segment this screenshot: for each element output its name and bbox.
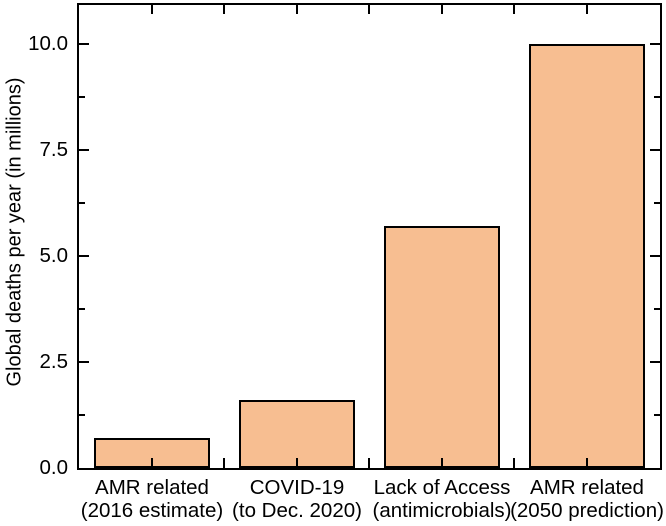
category-label-line2: (antimicrobials) [372,499,512,522]
y-minor-tick [79,202,85,205]
category-label-line1: Lack of Access [373,476,511,499]
x-bottom-tick [295,458,298,468]
y-major-tick [79,149,89,152]
x-top-tick [585,5,588,14]
y-major-tick [650,361,660,364]
y-minor-tick [654,96,660,99]
x-bottom-tick [223,458,225,468]
x-top-tick [368,5,370,14]
y-tick-label: 10.0 [28,31,68,55]
x-top-tick [440,5,443,14]
category-label-line1: COVID-19 [249,476,345,499]
y-major-tick [79,361,89,364]
y-tick-label: 2.5 [39,349,69,373]
bar [383,226,500,468]
y-minor-tick [654,202,660,205]
y-tick-label: 5.0 [39,243,69,267]
y-axis-title: Global deaths per year (in millions) [3,77,26,387]
y-tick-label: 0.0 [39,455,69,479]
category-label: AMR related (2050 prediction) [510,476,664,522]
x-top-tick [223,5,225,14]
x-top-tick [295,5,298,14]
category-label: Lack of Access (antimicrobials) [373,476,512,522]
x-bottom-tick [585,458,588,468]
y-major-tick [650,43,660,46]
x-bottom-tick [513,458,515,468]
category-label-line2: (to Dec. 2020) [232,499,362,522]
y-minor-tick [79,308,85,311]
y-minor-tick [654,308,660,311]
bar [238,400,355,468]
y-major-tick [79,255,89,258]
x-bottom-tick [368,458,370,468]
category-label: AMR related (2016 estimate) [81,476,223,522]
x-bottom-tick [150,458,153,468]
y-tick-label: 7.5 [39,137,69,161]
category-label-line1: AMR related [95,476,209,499]
category-label-line1: AMR related [530,476,644,499]
y-major-tick [79,43,89,46]
x-top-tick [150,5,153,14]
plot-area [77,3,662,470]
y-minor-tick [654,414,660,417]
y-major-tick [650,149,660,152]
category-label-line2: (2050 prediction) [510,499,664,522]
y-minor-tick [79,414,85,417]
x-top-tick [513,5,515,14]
bar [528,44,645,468]
x-bottom-tick [440,458,443,468]
y-major-tick [650,255,660,258]
y-minor-tick [79,96,85,99]
category-label: COVID-19 (to Dec. 2020) [232,476,362,522]
category-label-line2: (2016 estimate) [80,499,224,522]
